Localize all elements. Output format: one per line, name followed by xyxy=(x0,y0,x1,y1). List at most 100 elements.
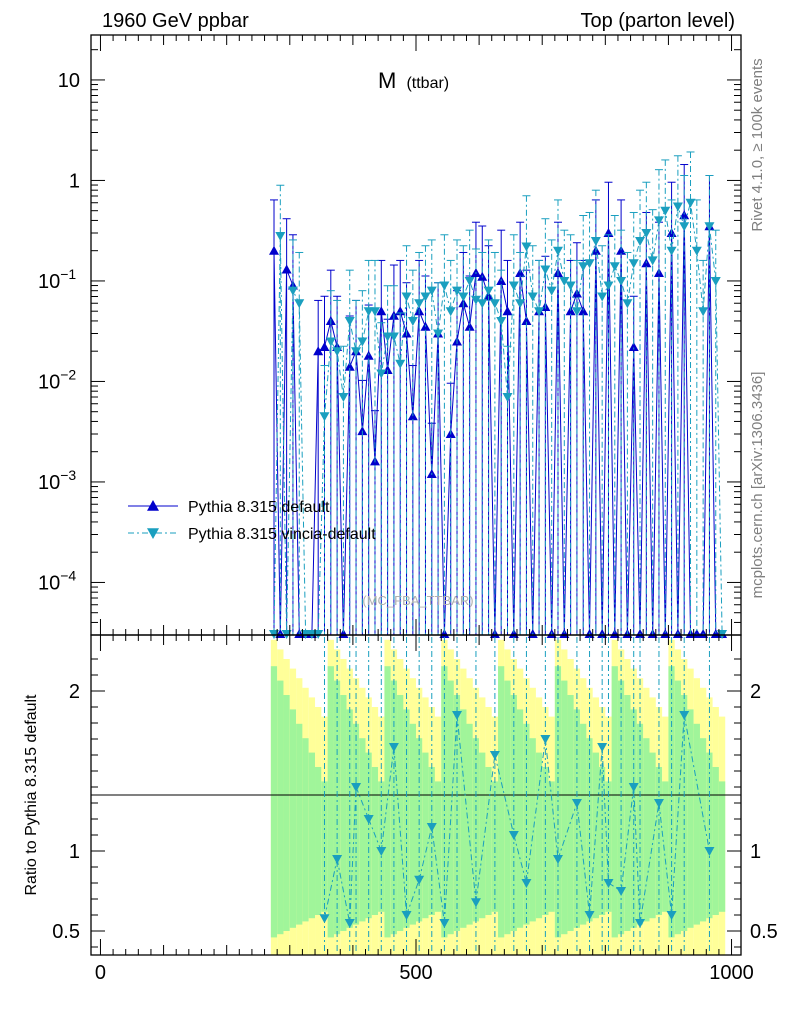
series-1-point xyxy=(395,359,406,369)
ratio-point xyxy=(616,887,627,896)
series-1-point xyxy=(502,393,513,403)
series-1-point xyxy=(464,276,475,286)
legend-label: Pythia 8.315 vincia-default xyxy=(188,526,376,543)
series-1-point xyxy=(552,246,563,256)
series-1-point xyxy=(401,292,412,302)
ratio-line xyxy=(608,882,622,892)
series-1-point xyxy=(414,299,425,309)
series-1-line xyxy=(273,202,723,635)
series-0-point xyxy=(338,629,349,638)
series-1-point xyxy=(540,265,551,275)
ratio-band-inner xyxy=(447,680,454,935)
legend-entry-1: Pythia 8.315 vincia-default xyxy=(128,526,376,543)
y-tick-label-exponent: −3 xyxy=(60,467,76,483)
series-1-point xyxy=(439,281,450,291)
series-0-point xyxy=(691,629,702,638)
x-tick-label: 1000 xyxy=(709,962,754,984)
series-1-point xyxy=(622,299,633,309)
series-1-point xyxy=(710,276,721,286)
ratio-band-inner xyxy=(327,666,334,938)
ratio-band-inner xyxy=(580,723,587,925)
ratio-line xyxy=(513,834,527,884)
series-1-point xyxy=(565,281,576,291)
series-1-point xyxy=(325,337,336,347)
ratio-point xyxy=(439,919,450,928)
series-1-point xyxy=(698,307,709,317)
chart-title-sub: (ttbar) xyxy=(406,75,449,92)
series-1-point xyxy=(635,236,646,246)
ratio-y-tick-label: 0.5 xyxy=(52,921,80,943)
ratio-band-inner xyxy=(378,781,385,912)
ratio-band-inner xyxy=(308,752,316,919)
ratio-band-inner xyxy=(529,738,536,922)
series-1-point xyxy=(407,316,418,326)
legend-marker xyxy=(147,500,159,511)
ratio-band-inner xyxy=(371,767,379,915)
ratio-point xyxy=(666,911,677,920)
series-1-point xyxy=(521,242,532,252)
series-1-point xyxy=(685,198,696,208)
ratio-band-inner xyxy=(718,781,726,912)
ratio-band-inner xyxy=(510,695,517,931)
ratio-band-inner xyxy=(687,709,694,928)
ratio-band-inner xyxy=(605,781,612,912)
y-tick-label: 10−3 xyxy=(38,467,76,494)
ratio-line xyxy=(349,786,357,924)
series-1-point xyxy=(653,216,664,226)
y-tick-label: 10−1 xyxy=(38,266,76,293)
ratio-y-axis-label: Ratio to Pythia 8.315 default xyxy=(23,694,40,896)
ratio-point xyxy=(414,875,425,885)
ratio-y-tick-label: 2 xyxy=(69,681,80,703)
y-tick-label-base: 1 xyxy=(69,170,80,192)
y-tick-label-base: 10 xyxy=(38,271,60,293)
ratio-line xyxy=(544,738,559,860)
ratio-line xyxy=(639,802,660,924)
series-1-point xyxy=(609,262,620,272)
ratio-band-inner xyxy=(321,781,328,912)
series-1-point xyxy=(483,286,494,296)
series-1-point xyxy=(433,329,444,339)
series-0-point xyxy=(313,346,324,356)
ratio-line xyxy=(418,826,433,880)
ratio-band-inner xyxy=(699,738,707,922)
series-1-point xyxy=(294,299,305,309)
series-0-point xyxy=(344,361,355,371)
ratio-point xyxy=(401,911,412,920)
series-1-point xyxy=(704,222,715,232)
ratio-band-inner xyxy=(340,695,347,931)
ratio-line xyxy=(658,802,673,916)
y-tick-label-base: 10 xyxy=(38,572,60,594)
series-0-point xyxy=(578,306,589,316)
ratio-band-inner xyxy=(567,695,574,931)
ratio-band-inner xyxy=(649,752,656,919)
series-1-point xyxy=(382,332,393,342)
series-1-point xyxy=(363,307,374,317)
series-1-point xyxy=(603,281,614,291)
ratio-band-inner xyxy=(302,738,309,922)
ratio-band-inner xyxy=(516,709,524,928)
ratio-point xyxy=(319,914,330,924)
series-0-point xyxy=(609,629,620,638)
ratio-line xyxy=(620,786,635,892)
ratio-line xyxy=(336,858,351,924)
ratio-line xyxy=(525,738,546,884)
y-tick-label: 10−2 xyxy=(38,366,76,393)
ratio-line xyxy=(380,746,395,852)
chart-title-main: M xyxy=(378,68,396,93)
ratio-point xyxy=(584,911,595,920)
ratio-band-inner xyxy=(409,723,416,925)
series-1-point xyxy=(338,393,349,403)
series-1-point xyxy=(508,281,519,291)
series-0-point xyxy=(559,629,570,638)
ratio-point xyxy=(552,855,563,864)
rivet-version-label: Rivet 4.1.0, ≥ 100k events xyxy=(749,58,766,231)
series-0-point xyxy=(319,342,330,352)
series-1-point xyxy=(534,307,545,317)
ratio-band-inner xyxy=(346,709,353,928)
y-tick-label-base: 10 xyxy=(38,371,60,393)
ratio-y-tick-label-right: 2 xyxy=(750,681,761,703)
ratio-point xyxy=(521,879,532,888)
series-0-point xyxy=(376,306,387,316)
series-1-point xyxy=(672,202,683,212)
